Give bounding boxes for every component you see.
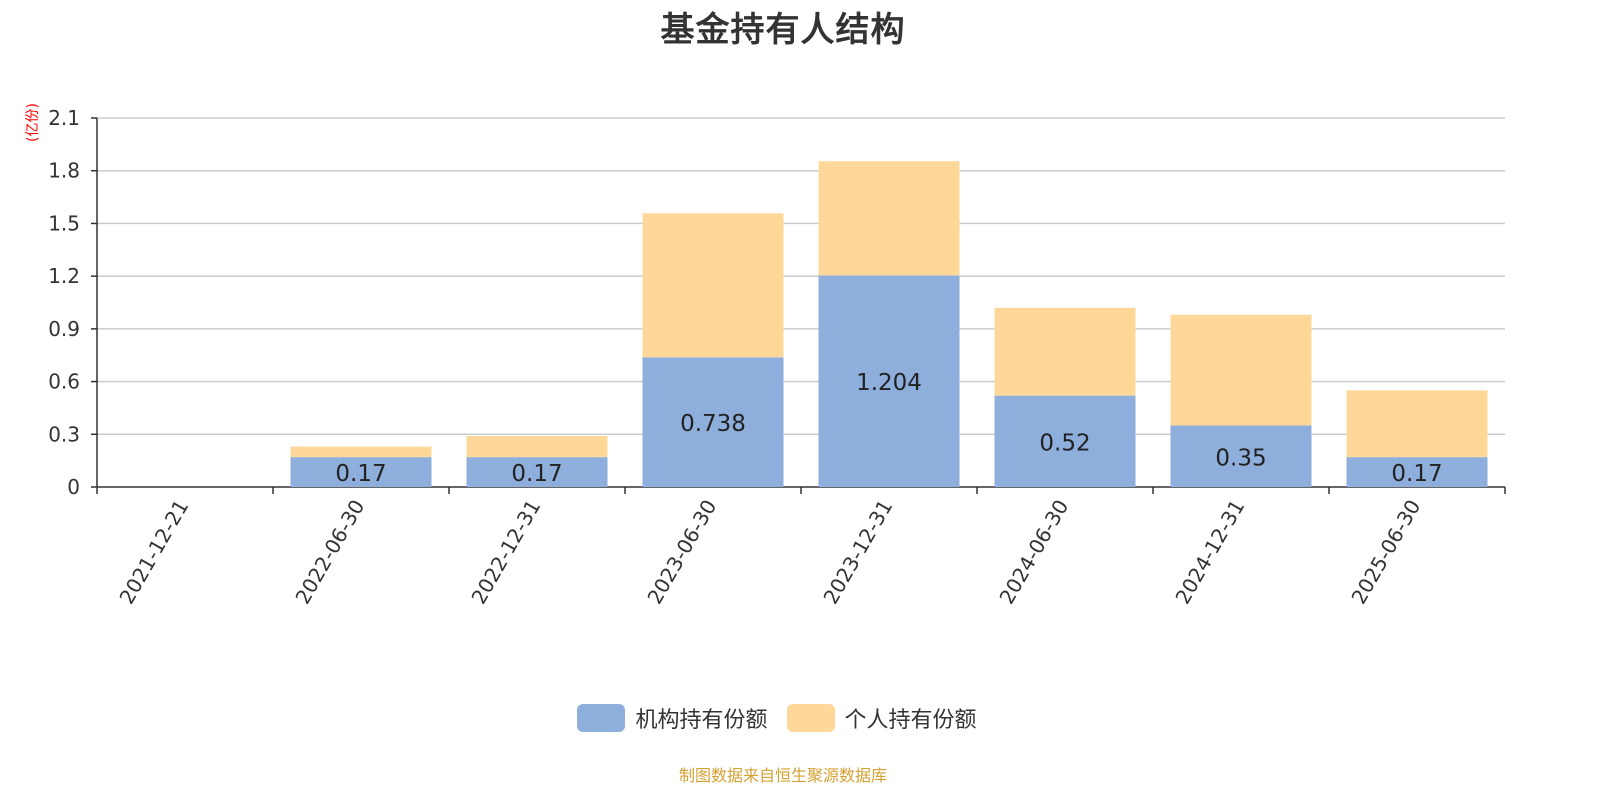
x-tick-label: 2022-06-30 — [290, 496, 369, 609]
source-note: 制图数据来自恒生聚源数据库 — [678, 766, 887, 785]
y-tick-label: 1.8 — [48, 159, 80, 183]
bar-individual — [642, 213, 784, 358]
legend-item-institutional[interactable]: 机构持有份额 — [577, 702, 768, 734]
y-tick-label: 1.5 — [48, 211, 80, 235]
legend-label-individual: 个人持有份额 — [844, 708, 977, 733]
data-label-institutional: 0.35 — [1215, 445, 1266, 471]
bar-institutional — [994, 395, 1136, 487]
data-label-institutional: 0.17 — [335, 461, 386, 487]
data-label-institutional: 0.17 — [1391, 461, 1442, 487]
x-tick-label: 2023-06-30 — [642, 496, 721, 609]
chart-title: 基金持有人结构 — [660, 10, 906, 50]
y-tick-label: 0.6 — [48, 370, 80, 394]
legend-swatch-individual — [786, 704, 835, 732]
y-tick-label: 1.2 — [48, 264, 80, 288]
bar-institutional — [290, 457, 432, 487]
x-tick-label: 2024-12-31 — [1170, 496, 1249, 609]
x-tick-label: 2022-12-31 — [466, 496, 545, 609]
data-label-institutional: 0.52 — [1039, 430, 1090, 456]
y-tick-label: 2.1 — [48, 106, 80, 130]
bar-institutional — [1346, 457, 1488, 487]
data-label-institutional: 1.204 — [856, 370, 922, 396]
y-tick-label: 0 — [67, 475, 80, 499]
y-tick-label: 0.3 — [48, 422, 80, 446]
bar-individual — [818, 161, 960, 276]
bar-institutional — [642, 357, 784, 487]
data-label-institutional: 0.738 — [680, 411, 746, 437]
legend-swatch-institutional — [577, 704, 626, 732]
bar-institutional — [818, 275, 960, 487]
data-label-institutional: 0.17 — [511, 461, 562, 487]
bar-individual — [466, 436, 608, 458]
bar-institutional — [1170, 425, 1312, 487]
x-tick-label: 2021-12-21 — [114, 496, 193, 609]
bar-individual — [290, 446, 432, 458]
x-tick-label: 2025-06-30 — [1346, 496, 1425, 609]
x-tick-label: 2024-06-30 — [994, 496, 1073, 609]
bar-institutional — [466, 457, 608, 487]
x-tick-label: 2023-12-31 — [818, 496, 897, 609]
bar-individual — [994, 307, 1136, 396]
chart-legend: 机构持有份额 个人持有份额 — [0, 702, 1566, 738]
bar-individual — [1170, 314, 1312, 426]
bar-individual — [1346, 390, 1488, 458]
legend-label-institutional: 机构持有份额 — [635, 708, 768, 733]
y-tick-label: 0.9 — [48, 317, 80, 341]
legend-item-individual[interactable]: 个人持有份额 — [786, 702, 977, 734]
